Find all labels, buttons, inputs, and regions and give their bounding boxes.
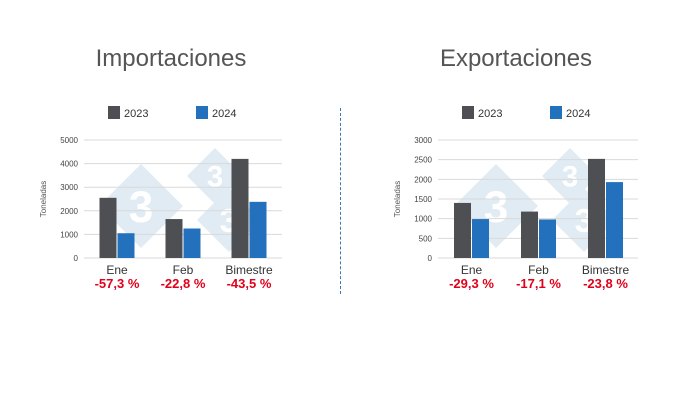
y-tick-label: 4000: [60, 160, 78, 169]
legend-swatch-2024: [550, 106, 562, 119]
legend-label-2024: 2024: [212, 108, 236, 120]
bar-2023-ene: [454, 202, 471, 258]
change-label: -22,8 %: [161, 276, 206, 291]
y-tick-label: 2000: [60, 207, 78, 216]
watermark-diamond: [99, 164, 183, 248]
chart-title: Exportaciones: [440, 45, 592, 72]
change-label: -17,1 %: [516, 276, 561, 291]
y-tick-label: 0: [428, 254, 433, 263]
bar-2024-feb: [183, 228, 201, 258]
y-tick-label: 3000: [60, 183, 78, 192]
y-tick-label: 5000: [60, 136, 78, 145]
chart-title: Importaciones: [96, 45, 247, 72]
y-tick-label: 0: [74, 254, 79, 263]
change-label: -23,8 %: [583, 276, 628, 291]
y-tick-label: 2000: [414, 175, 432, 184]
x-tick-label: Feb: [528, 263, 549, 277]
y-tick-label: 1000: [60, 230, 78, 239]
y-tick-label: 1500: [414, 195, 432, 204]
watermark-digit: 3: [207, 161, 223, 194]
chart-1: Importaciones 2023 2024 0 1000 2000 3000 4000 50…: [39, 45, 282, 291]
y-tick-label: 3000: [414, 136, 432, 145]
change-label: -43,5 %: [227, 276, 272, 291]
x-tick-label: Bimestre: [225, 263, 273, 277]
watermark-digit: 3: [129, 183, 154, 232]
watermark-digit: 3: [562, 161, 578, 194]
bar-2024-ene: [117, 233, 135, 258]
bar-2024-ene: [472, 219, 489, 258]
bar-2023-feb: [521, 211, 538, 258]
y-tick-label: 1000: [414, 215, 432, 224]
panel-divider: [340, 108, 341, 294]
bar-2023-ene: [99, 197, 117, 258]
legend-label-2023: 2023: [478, 108, 502, 120]
bar-2024-bimestre: [606, 182, 623, 258]
x-tick-label: Ene: [106, 263, 128, 277]
y-axis-label: Toneladas: [393, 181, 402, 217]
bar-2023-bimestre: [588, 158, 605, 258]
y-tick-label: 500: [419, 234, 433, 243]
x-tick-label: Feb: [173, 263, 194, 277]
change-label: -29,3 %: [449, 276, 494, 291]
legend-swatch-2024: [196, 106, 208, 119]
legend-label-2023: 2023: [124, 108, 148, 120]
chart-2: Exportaciones 2023 2024 0 500 1000 1500 2000 250…: [393, 45, 638, 291]
legend-label-2024: 2024: [566, 108, 590, 120]
bar-2023-bimestre: [231, 158, 249, 258]
legend-swatch-2023: [462, 106, 474, 119]
y-axis-label: Toneladas: [39, 181, 48, 217]
bar-2024-feb: [539, 219, 556, 258]
bar-2024-bimestre: [249, 201, 267, 258]
x-tick-label: Ene: [461, 263, 483, 277]
x-tick-label: Bimestre: [582, 263, 630, 277]
y-tick-label: 2500: [414, 156, 432, 165]
bar-2023-feb: [165, 219, 183, 258]
legend-swatch-2023: [108, 106, 120, 119]
change-label: -57,3 %: [95, 276, 140, 291]
